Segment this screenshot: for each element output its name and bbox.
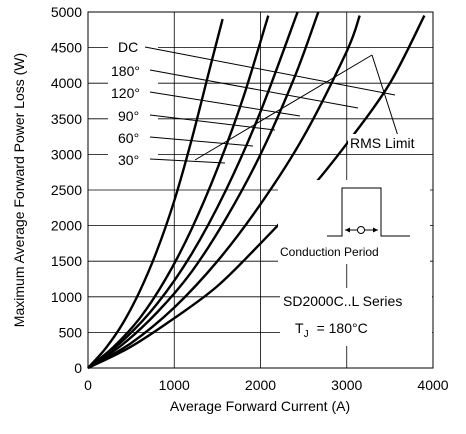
x-axis-title: Average Forward Current (A)	[170, 398, 350, 414]
curve-label-backdrop	[108, 40, 158, 170]
curve-label-120: 120°	[111, 85, 140, 101]
curve-dc	[87, 15, 426, 370]
y-axis-title: Maximum Average Forward Power Loss (W)	[11, 53, 27, 327]
curve-60	[87, 15, 270, 369]
rms-label-backdrop	[348, 134, 432, 152]
y-tick-label: 4000	[51, 75, 82, 91]
y-tick-label: 2000	[51, 218, 82, 234]
leader-dc	[144, 46, 396, 96]
rms-leader-1	[194, 54, 373, 161]
leader-90	[149, 114, 276, 131]
x-tick-label: 4000	[417, 377, 448, 393]
conduction-period-label: Conduction Period	[280, 245, 379, 259]
leader-180	[149, 69, 359, 109]
x-tick-label: 1000	[159, 377, 190, 393]
y-tick-label: 1000	[51, 289, 82, 305]
y-tick-labels: 0 500 1000 1500 2000 2500 3000 3500 4000 4500 5000	[51, 4, 82, 376]
curve-90	[87, 11, 299, 369]
x-tick-label: 2000	[245, 377, 276, 393]
leader-30	[149, 158, 226, 164]
conduction-waveform	[327, 187, 410, 237]
rms-limit-label: RMS Limit	[350, 135, 415, 151]
series-label: SD2000C..L Series	[283, 293, 402, 309]
inset-backdrop	[278, 180, 430, 264]
x-tick-label: 3000	[331, 377, 362, 393]
tj-symbol: T	[295, 320, 304, 336]
curve-180	[87, 15, 361, 370]
curve-label-dc: DC	[118, 39, 138, 55]
leader-120	[149, 91, 301, 117]
phase-symbol-icon	[357, 226, 365, 234]
y-tick-label: 3000	[51, 146, 82, 162]
x-tick-labels: 0 1000 2000 3000 4000	[84, 377, 449, 393]
curve-label-30: 30°	[118, 152, 139, 168]
y-tick-label: 0	[74, 360, 82, 376]
y-tick-label: 2500	[51, 182, 82, 198]
tj-subscript: J	[304, 329, 309, 340]
y-tick-label: 1500	[51, 253, 82, 269]
rms-limit-annotation: RMS Limit	[194, 54, 432, 161]
curve-120	[87, 11, 320, 369]
x-tick-label: 0	[84, 377, 92, 393]
y-tick-label: 4500	[51, 40, 82, 56]
conduction-period-inset: Conduction Period	[278, 180, 430, 264]
curves-group	[87, 11, 426, 370]
rms-leader-2	[371, 54, 399, 137]
y-tick-label: 500	[59, 324, 83, 340]
curve-label-90: 90°	[118, 108, 139, 124]
y-tick-label: 5000	[51, 4, 82, 20]
device-annotation: SD2000C..L Series TJ = 180°C	[280, 288, 432, 346]
curve-label-180: 180°	[111, 63, 140, 79]
curve-30	[87, 18, 224, 369]
leader-60	[149, 136, 254, 147]
tj-label: TJ = 180°C	[295, 320, 368, 340]
device-label-backdrop	[280, 288, 432, 346]
curve-label-group: DC 180° 120° 90° 60° 30°	[108, 39, 396, 170]
plot-frame	[87, 11, 434, 369]
tj-value: = 180°C	[317, 320, 368, 336]
y-tick-label: 3500	[51, 111, 82, 127]
curve-label-60: 60°	[118, 130, 139, 146]
